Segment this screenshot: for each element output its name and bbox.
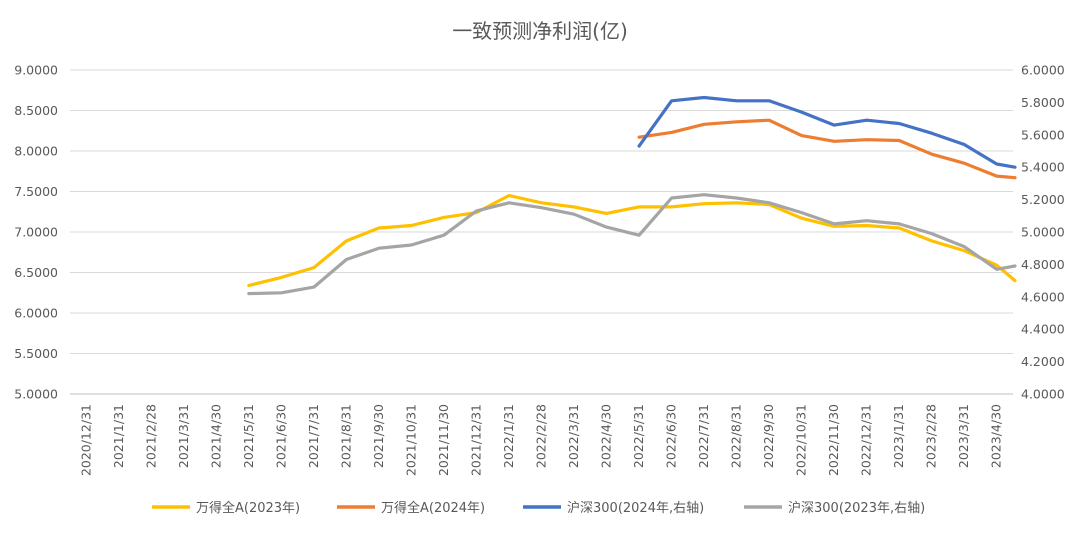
x-tick-label: 2023/4/30: [989, 404, 1004, 468]
x-tick-label: 2022/3/31: [566, 404, 581, 468]
x-tick-label: 2021/10/31: [403, 404, 418, 476]
y-right-tick-label: 4.4000: [1021, 322, 1065, 337]
x-tick-label: 2022/11/30: [826, 404, 841, 476]
x-tick-label: 2022/12/31: [859, 404, 874, 476]
x-tick-label: 2021/3/31: [176, 404, 191, 468]
chart-title: 一致预测净利润(亿): [452, 19, 628, 43]
x-tick-label: 2021/2/28: [143, 404, 158, 468]
x-tick-label: 2022/1/31: [501, 404, 516, 468]
y-left-tick-label: 9.0000: [14, 63, 58, 78]
x-tick-label: 2023/1/31: [891, 404, 906, 468]
x-tick-label: 2021/4/30: [208, 404, 223, 468]
x-tick-label: 2020/12/31: [78, 404, 93, 476]
x-tick-label: 2022/5/31: [631, 404, 646, 468]
x-tick-label: 2021/8/31: [338, 404, 353, 468]
y-right-tick-label: 4.8000: [1021, 257, 1065, 272]
y-left-tick-label: 8.5000: [14, 103, 58, 118]
x-tick-label: 2023/3/31: [956, 404, 971, 468]
y-right-tick-label: 4.2000: [1021, 354, 1065, 369]
x-tick-label: 2022/8/31: [729, 404, 744, 468]
series-line-1: [247, 193, 1017, 288]
y-right-tick-label: 5.8000: [1021, 95, 1065, 110]
y-left-tick-label: 6.5000: [14, 265, 58, 280]
series-line-4: [247, 193, 1017, 296]
x-tick-label: 2021/5/31: [241, 404, 256, 468]
x-tick-label: 2022/4/30: [599, 404, 614, 468]
x-tick-label: 2022/10/31: [794, 404, 809, 476]
y-right-tick-label: 4.0000: [1021, 387, 1065, 402]
y-axis-left: 5.0000 5.5000 6.0000 6.5000 7.0000 7.5000 8.00…: [14, 63, 58, 402]
legend-label: 沪深300(2023年,右轴): [788, 500, 925, 516]
y-right-tick-label: 6.0000: [1021, 63, 1065, 78]
y-left-tick-label: 7.0000: [14, 225, 58, 240]
y-left-tick-label: 5.0000: [14, 387, 58, 402]
x-tick-label: 2022/6/30: [664, 404, 679, 468]
legend-label: 沪深300(2024年,右轴): [567, 500, 704, 516]
x-tick-label: 2022/2/28: [534, 404, 549, 468]
legend-label: 万得全A(2023年): [196, 500, 300, 516]
legend: 万得全A(2023年) 万得全A(2024年) 沪深300(2024年,右轴) 沪深3…: [152, 500, 925, 516]
x-axis: 2020/12/31 2021/1/31 2021/2/28 2021/3/31 202…: [78, 404, 1003, 476]
x-tick-label: 2021/9/30: [371, 404, 386, 468]
x-tick-label: 2021/1/31: [111, 404, 126, 468]
series-lines: [247, 95, 1017, 296]
x-tick-label: 2023/2/28: [924, 404, 939, 468]
x-tick-label: 2021/12/31: [468, 404, 483, 476]
x-tick-label: 2021/6/30: [273, 404, 288, 468]
y-left-tick-label: 8.0000: [14, 144, 58, 159]
y-right-tick-label: 5.2000: [1021, 192, 1065, 207]
y-axis-right: 4.0000 4.2000 4.4000 4.6000 4.8000 5.0000 5.20…: [1021, 63, 1065, 402]
y-left-tick-label: 5.5000: [14, 346, 58, 361]
x-tick-label: 2022/7/31: [696, 404, 711, 468]
y-right-tick-label: 5.6000: [1021, 127, 1065, 142]
x-tick-label: 2022/9/30: [761, 404, 776, 468]
series-line-3: [637, 95, 1017, 169]
y-right-tick-label: 5.0000: [1021, 225, 1065, 240]
y-right-tick-label: 4.6000: [1021, 289, 1065, 304]
x-tick-label: 2021/7/31: [306, 404, 321, 468]
series-line-2: [637, 118, 1017, 180]
x-tick-label: 2021/11/30: [436, 404, 451, 476]
gridlines: [70, 69, 1013, 395]
y-left-tick-label: 6.0000: [14, 306, 58, 321]
y-left-tick-label: 7.5000: [14, 184, 58, 199]
legend-label: 万得全A(2024年): [381, 500, 485, 516]
y-right-tick-label: 5.4000: [1021, 160, 1065, 175]
